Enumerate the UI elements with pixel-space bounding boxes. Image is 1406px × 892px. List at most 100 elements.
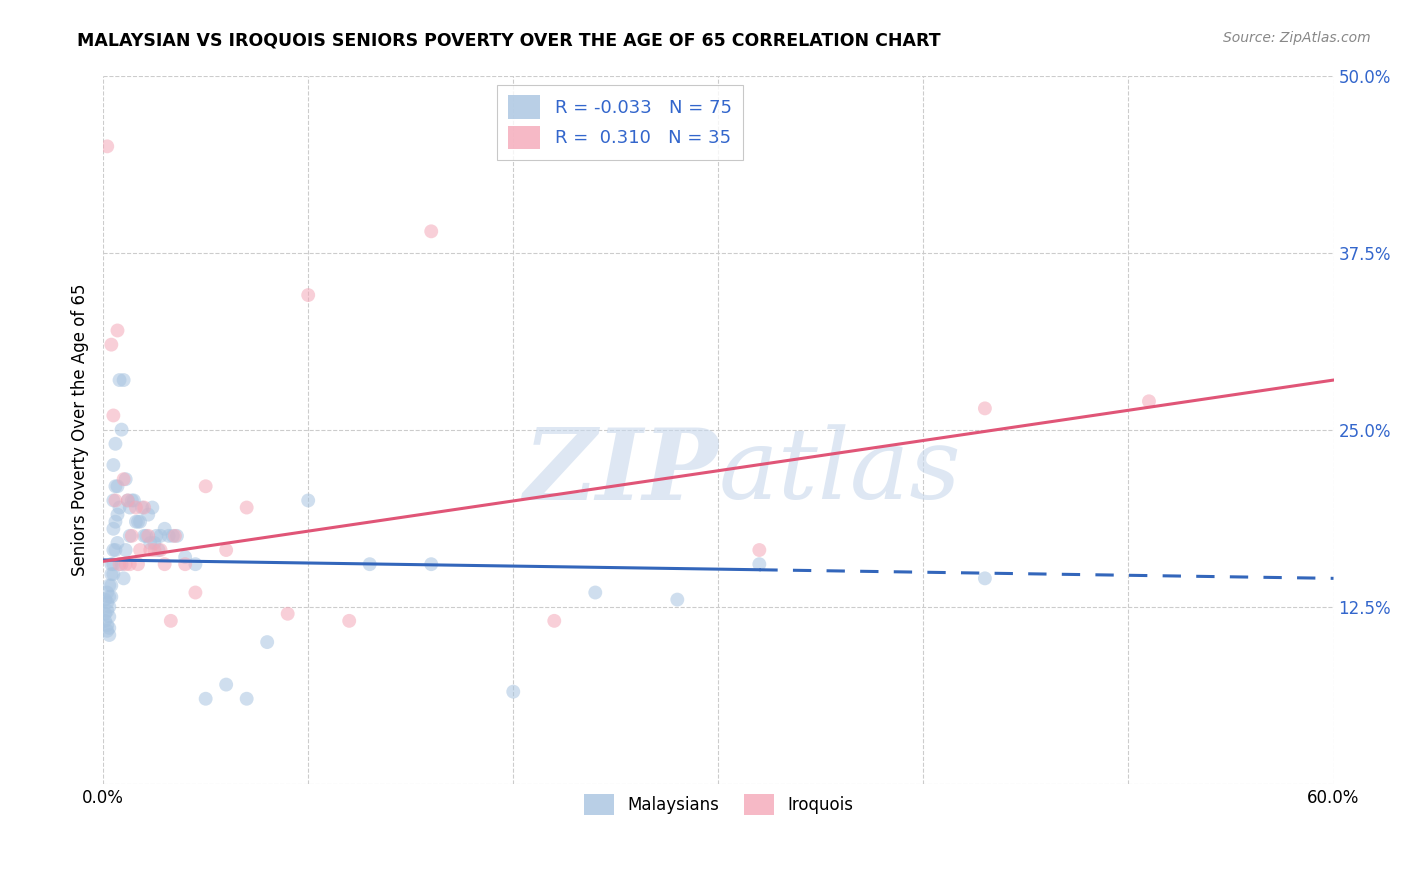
Point [174, 550, 197, 565]
Point [112, 472, 135, 486]
Point [117, 493, 139, 508]
Text: Source: ZipAtlas.com: Source: ZipAtlas.com [1223, 31, 1371, 45]
Point [162, 529, 184, 543]
Point [103, 493, 125, 508]
Point [136, 529, 159, 543]
Point [108, 557, 131, 571]
Point [118, 500, 141, 515]
Point [118, 529, 141, 543]
Point [108, 500, 131, 515]
Point [157, 529, 180, 543]
Point [108, 373, 131, 387]
Point [297, 493, 319, 508]
Point [103, 567, 125, 582]
Point [134, 529, 156, 543]
Point [974, 401, 997, 416]
Point [110, 423, 132, 437]
Point [256, 635, 278, 649]
Point [359, 557, 381, 571]
Y-axis label: Seniors Poverty Over the Age of 65: Seniors Poverty Over the Age of 65 [72, 284, 89, 576]
Point [107, 323, 129, 337]
Point [96, 618, 118, 632]
Point [235, 691, 257, 706]
Text: atlas: atlas [718, 425, 962, 520]
Point [98, 609, 121, 624]
Point [98, 599, 121, 614]
Point [129, 543, 152, 558]
Point [96, 585, 118, 599]
Text: ZIP: ZIP [523, 424, 718, 520]
Point [100, 337, 122, 351]
Point [112, 571, 135, 585]
Point [98, 590, 121, 604]
Point [104, 479, 127, 493]
Point [118, 557, 141, 571]
Point [129, 515, 152, 529]
Point [420, 224, 443, 238]
Point [121, 493, 143, 508]
Point [103, 409, 125, 423]
Point [543, 614, 565, 628]
Point [94, 614, 117, 628]
Point [139, 543, 162, 558]
Point [149, 543, 172, 558]
Point [174, 557, 197, 571]
Point [166, 529, 188, 543]
Point [136, 508, 159, 522]
Point [184, 557, 207, 571]
Point [112, 373, 135, 387]
Point [107, 536, 129, 550]
Point [125, 515, 148, 529]
Point [98, 621, 121, 635]
Point [666, 592, 689, 607]
Point [215, 543, 238, 558]
Point [145, 529, 167, 543]
Point [194, 479, 217, 493]
Point [103, 458, 125, 472]
Point [121, 529, 143, 543]
Point [127, 515, 149, 529]
Point [117, 493, 139, 508]
Point [184, 585, 207, 599]
Point [94, 607, 117, 621]
Point [277, 607, 299, 621]
Point [94, 592, 117, 607]
Point [143, 543, 166, 558]
Point [159, 614, 181, 628]
Point [104, 515, 127, 529]
Point [107, 508, 129, 522]
Point [96, 604, 118, 618]
Point [100, 557, 122, 571]
Point [337, 614, 360, 628]
Point [420, 557, 443, 571]
Point [143, 536, 166, 550]
Point [114, 472, 136, 486]
Point [127, 557, 149, 571]
Point [148, 543, 170, 558]
Point [103, 522, 125, 536]
Point [98, 628, 121, 642]
Point [104, 543, 127, 558]
Point [748, 543, 770, 558]
Point [194, 691, 217, 706]
Point [135, 529, 157, 543]
Point [235, 500, 257, 515]
Point [104, 437, 127, 451]
Point [153, 522, 176, 536]
Point [502, 684, 524, 698]
Point [134, 500, 156, 515]
Point [141, 500, 163, 515]
Point [297, 288, 319, 302]
Point [748, 557, 770, 571]
Point [96, 595, 118, 609]
Point [131, 500, 153, 515]
Point [98, 578, 121, 592]
Point [96, 139, 118, 153]
Point [114, 557, 136, 571]
Point [153, 557, 176, 571]
Point [110, 557, 132, 571]
Point [974, 571, 997, 585]
Point [149, 529, 172, 543]
Point [103, 557, 125, 571]
Point [107, 479, 129, 493]
